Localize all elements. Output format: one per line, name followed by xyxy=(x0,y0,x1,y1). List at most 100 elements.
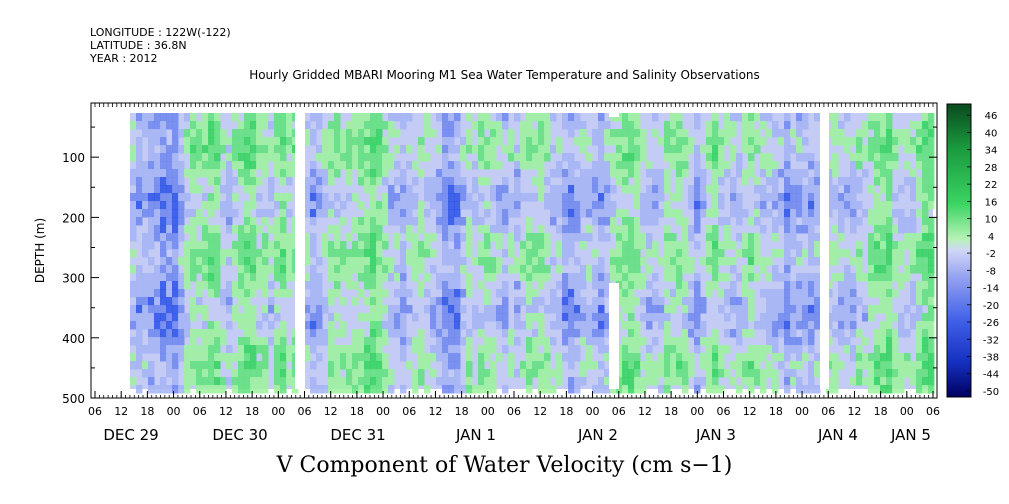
heatmap-cell xyxy=(664,241,671,250)
heatmap-cell xyxy=(628,241,635,250)
heatmap-cell xyxy=(352,241,359,250)
heatmap-cell xyxy=(136,161,143,170)
heatmap-cell xyxy=(844,193,851,202)
heatmap-cell xyxy=(778,193,785,202)
heatmap-cell xyxy=(502,265,509,274)
heatmap-cell xyxy=(460,137,467,146)
x-tick-label: 12 xyxy=(847,405,861,418)
heatmap-cell xyxy=(646,305,653,314)
heatmap-cell xyxy=(412,233,419,242)
heatmap-cell xyxy=(922,353,929,362)
heatmap-cell xyxy=(898,225,905,234)
heatmap-cell xyxy=(592,329,599,338)
heatmap-cell xyxy=(142,305,149,314)
heatmap-cell xyxy=(730,377,737,386)
heatmap-cell xyxy=(520,129,527,138)
heatmap-cell xyxy=(406,257,413,266)
heatmap-cell xyxy=(250,193,257,202)
heatmap-cell xyxy=(886,321,893,330)
heatmap-cell xyxy=(874,361,881,370)
heatmap-cell xyxy=(334,273,341,282)
heatmap-cell xyxy=(694,209,701,218)
heatmap-cell xyxy=(400,273,407,282)
heatmap-cell xyxy=(232,241,239,250)
heatmap-cell xyxy=(136,361,143,370)
heatmap-cell xyxy=(544,265,551,274)
heatmap-cell xyxy=(658,321,665,330)
heatmap-cell xyxy=(784,113,791,122)
heatmap-cell xyxy=(130,145,137,154)
heatmap-cell xyxy=(844,321,851,330)
heatmap-cell xyxy=(334,265,341,274)
heatmap-cell xyxy=(226,377,233,386)
heatmap-cell xyxy=(388,129,395,138)
heatmap-cell xyxy=(448,281,455,290)
heatmap-cell xyxy=(538,337,545,346)
heatmap-cell xyxy=(922,265,929,274)
heatmap-cell xyxy=(442,385,449,394)
heatmap-cell xyxy=(634,241,641,250)
heatmap-cell xyxy=(160,113,167,122)
heatmap-cell xyxy=(166,281,173,290)
heatmap-cell xyxy=(508,265,515,274)
heatmap-cell xyxy=(538,241,545,250)
heatmap-cell xyxy=(202,361,209,370)
heatmap-cell xyxy=(418,153,425,162)
heatmap-cell xyxy=(706,345,713,354)
heatmap-cell xyxy=(682,305,689,314)
heatmap-cell xyxy=(310,377,317,386)
heatmap-cell xyxy=(370,233,377,242)
heatmap-cell xyxy=(910,233,917,242)
heatmap-cell xyxy=(712,121,719,130)
heatmap-cell xyxy=(370,145,377,154)
heatmap-cell xyxy=(328,337,335,346)
heatmap-cell xyxy=(232,369,239,378)
x-tick-label: 00 xyxy=(690,405,704,418)
heatmap-cell xyxy=(874,233,881,242)
heatmap-cell xyxy=(874,377,881,386)
heatmap-cell xyxy=(460,217,467,226)
heatmap-cell xyxy=(670,145,677,154)
heatmap-cell xyxy=(334,153,341,162)
heatmap-cell xyxy=(274,265,281,274)
heatmap-cell xyxy=(364,361,371,370)
heatmap-cell xyxy=(328,145,335,154)
heatmap-cell xyxy=(628,217,635,226)
heatmap-cell xyxy=(880,353,887,362)
heatmap-cell xyxy=(916,377,923,386)
heatmap-cell xyxy=(688,329,695,338)
heatmap-cell xyxy=(670,345,677,354)
heatmap-cell xyxy=(544,305,551,314)
heatmap-cell xyxy=(730,257,737,266)
heatmap-cell xyxy=(208,169,215,178)
heatmap-cell xyxy=(574,161,581,170)
heatmap-cell xyxy=(760,377,767,386)
heatmap-cell xyxy=(490,257,497,266)
heatmap-cell xyxy=(670,337,677,346)
heatmap-cell xyxy=(598,177,605,186)
heatmap-cell xyxy=(478,177,485,186)
heatmap-cell xyxy=(214,201,221,210)
heatmap-cell xyxy=(616,161,623,170)
heatmap-cell xyxy=(856,249,863,258)
heatmap-cell xyxy=(364,185,371,194)
heatmap-cell xyxy=(814,257,821,266)
heatmap-cell xyxy=(166,361,173,370)
heatmap-cell xyxy=(400,145,407,154)
heatmap-cell xyxy=(928,289,935,298)
heatmap-cell xyxy=(184,113,191,122)
heatmap-cell xyxy=(364,337,371,346)
heatmap-cell xyxy=(160,337,167,346)
heatmap-cell xyxy=(202,313,209,322)
heatmap-cell xyxy=(448,225,455,234)
heatmap-cell xyxy=(202,161,209,170)
heatmap-cell xyxy=(484,369,491,378)
heatmap-cell xyxy=(448,273,455,282)
heatmap-cell xyxy=(166,209,173,218)
heatmap-cell xyxy=(460,385,467,394)
heatmap-cell xyxy=(754,217,761,226)
heatmap-cell xyxy=(796,241,803,250)
heatmap-cell xyxy=(544,385,551,394)
heatmap-cell xyxy=(160,241,167,250)
heatmap-cell xyxy=(454,217,461,226)
